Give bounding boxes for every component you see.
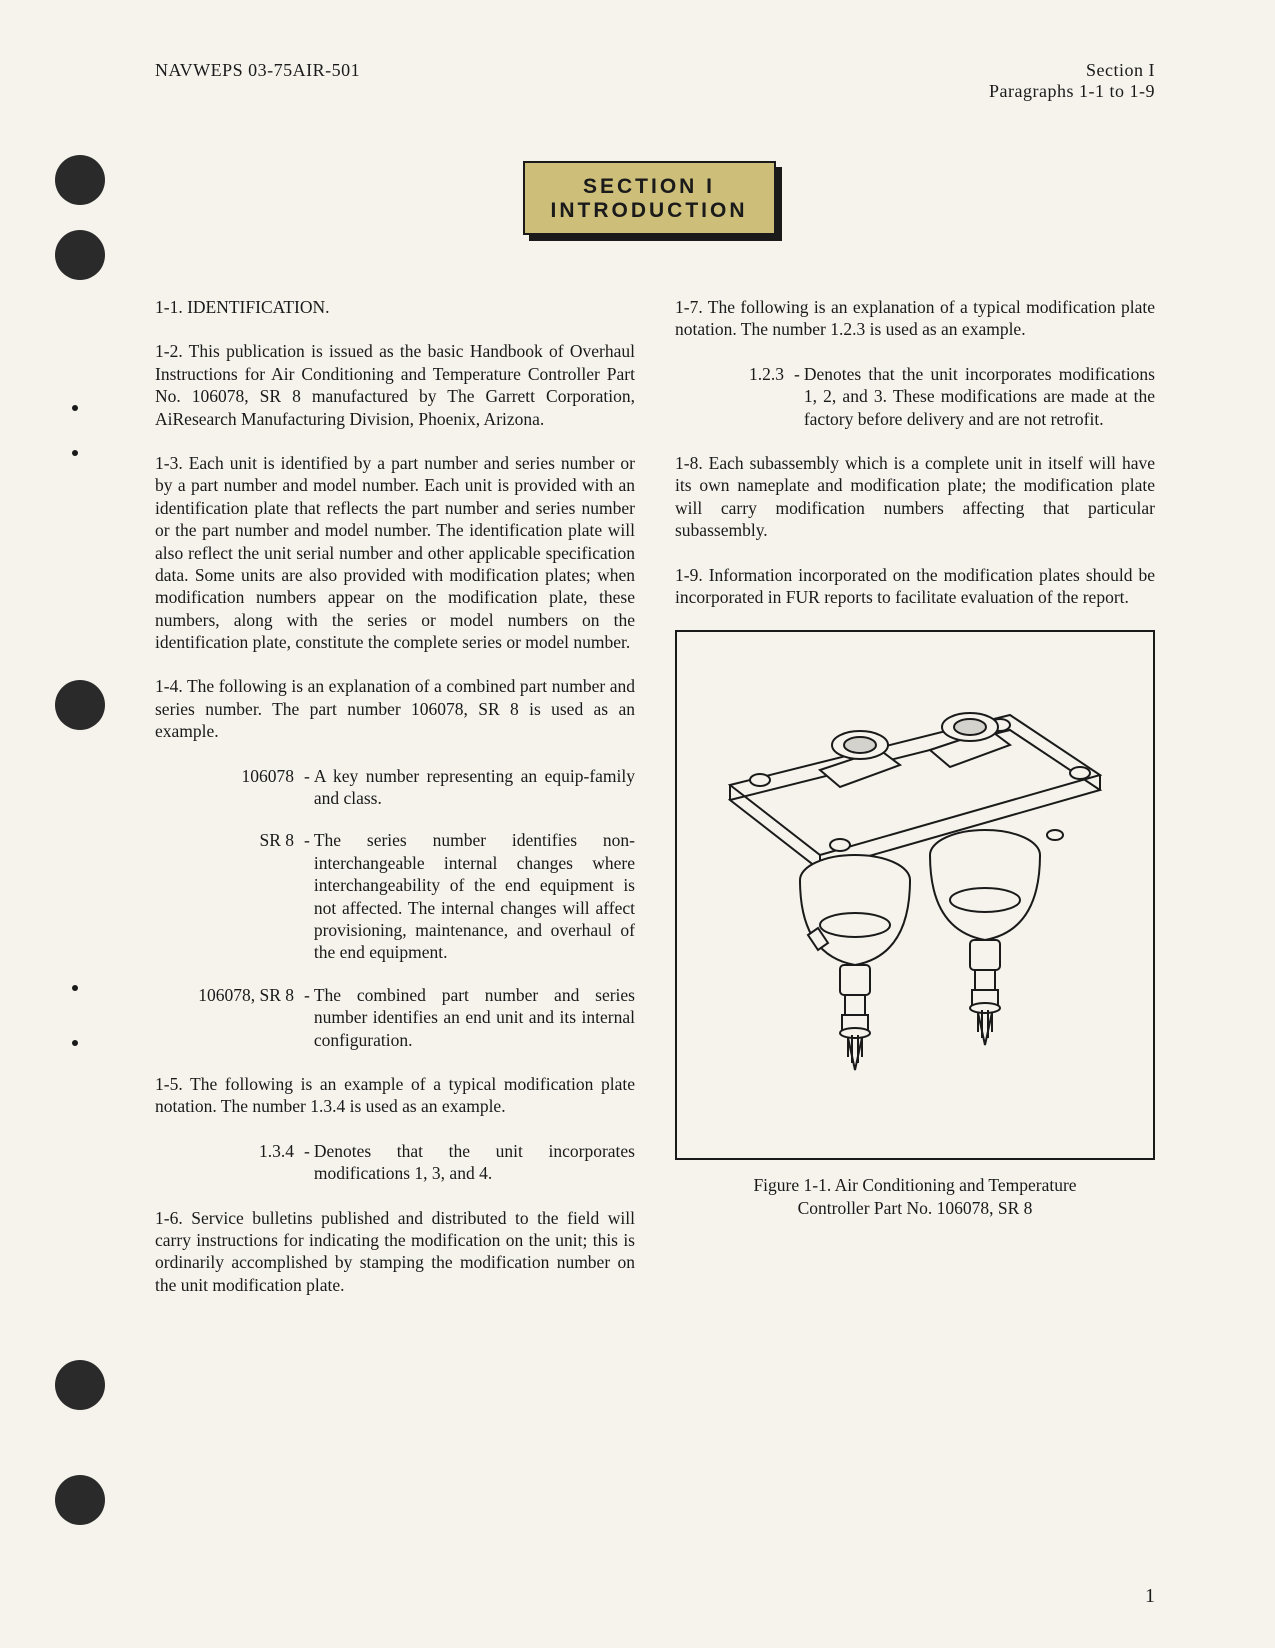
punch-hole: [55, 680, 105, 730]
margin-dot: [72, 985, 78, 991]
section-title-shadow: SECTION I INTRODUCTION: [529, 167, 782, 241]
def-desc: Denotes that the unit incorporates modif…: [804, 363, 1155, 430]
para-1-8: 1-8. Each subassembly which is a complet…: [675, 452, 1155, 542]
body-columns: 1-1. IDENTIFICATION. 1-2. This publicati…: [155, 296, 1155, 1296]
para-1-1: 1-1. IDENTIFICATION.: [155, 296, 635, 318]
page-number: 1: [1145, 1585, 1155, 1608]
def-row: SR 8 - The series number identifies non-…: [155, 829, 635, 963]
definition-list-3: 1.2.3 - Denotes that the unit incorporat…: [675, 363, 1155, 430]
page: NAVWEPS 03-75AIR-501 Section I Paragraph…: [0, 0, 1275, 1648]
def-row: 106078 - A key number representing an eq…: [155, 765, 635, 810]
para-1-2: 1-2. This publication is issued as the b…: [155, 340, 635, 430]
def-term: SR 8: [185, 829, 300, 963]
punch-hole: [55, 230, 105, 280]
definition-list-2: 1.3.4 - Denotes that the unit incorporat…: [155, 1140, 635, 1185]
def-desc: Denotes that the unit incorporates modif…: [314, 1140, 635, 1185]
punch-hole: [55, 1475, 105, 1525]
section-title-line2: INTRODUCTION: [551, 199, 748, 223]
def-desc: The combined part number and series numb…: [314, 984, 635, 1051]
def-term: 1.2.3: [705, 363, 790, 430]
def-row: 1.2.3 - Denotes that the unit incorporat…: [675, 363, 1155, 430]
definition-list-1: 106078 - A key number representing an eq…: [155, 765, 635, 1051]
def-dash: -: [300, 984, 314, 1051]
header-right: Section I Paragraphs 1-1 to 1-9: [989, 60, 1155, 102]
def-row: 1.3.4 - Denotes that the unit incorporat…: [155, 1140, 635, 1185]
para-1-5: 1-5. The following is an example of a ty…: [155, 1073, 635, 1118]
page-header: NAVWEPS 03-75AIR-501 Section I Paragraph…: [155, 60, 1155, 102]
header-para-range: Paragraphs 1-1 to 1-9: [989, 81, 1155, 102]
margin-dot: [72, 1040, 78, 1046]
para-1-6: 1-6. Service bulletins published and dis…: [155, 1207, 635, 1297]
para-1-9: 1-9. Information incorporated on the mod…: [675, 564, 1155, 609]
def-dash: -: [300, 765, 314, 810]
figure-caption-line2: Controller Part No. 106078, SR 8: [675, 1197, 1155, 1220]
section-title-wrap: SECTION I INTRODUCTION: [155, 167, 1155, 241]
def-dash: -: [300, 829, 314, 963]
margin-dot: [72, 450, 78, 456]
def-dash: -: [300, 1140, 314, 1185]
para-1-7: 1-7. The following is an explanation of …: [675, 296, 1155, 341]
def-dash: -: [790, 363, 804, 430]
figure-1-1: Figure 1-1. Air Conditioning and Tempera…: [675, 630, 1155, 1220]
para-1-3: 1-3. Each unit is identified by a part n…: [155, 452, 635, 654]
controller-illustration: [700, 655, 1130, 1135]
def-term: 1.3.4: [185, 1140, 300, 1185]
def-desc: The series number identifies non-interch…: [314, 829, 635, 963]
punch-hole: [55, 155, 105, 205]
section-title-line1: SECTION I: [551, 175, 748, 199]
header-doc-id: NAVWEPS 03-75AIR-501: [155, 60, 360, 102]
def-desc: A key number representing an equip-famil…: [314, 765, 635, 810]
def-term: 106078, SR 8: [155, 984, 300, 1051]
section-title-box: SECTION I INTRODUCTION: [523, 161, 776, 235]
punch-hole: [55, 1360, 105, 1410]
header-section: Section I: [989, 60, 1155, 81]
margin-dot: [72, 405, 78, 411]
figure-image-box: [675, 630, 1155, 1160]
def-row: 106078, SR 8 - The combined part number …: [155, 984, 635, 1051]
def-term: 106078: [185, 765, 300, 810]
para-1-4: 1-4. The following is an explanation of …: [155, 675, 635, 742]
figure-caption: Figure 1-1. Air Conditioning and Tempera…: [675, 1174, 1155, 1220]
figure-caption-line1: Figure 1-1. Air Conditioning and Tempera…: [675, 1174, 1155, 1197]
